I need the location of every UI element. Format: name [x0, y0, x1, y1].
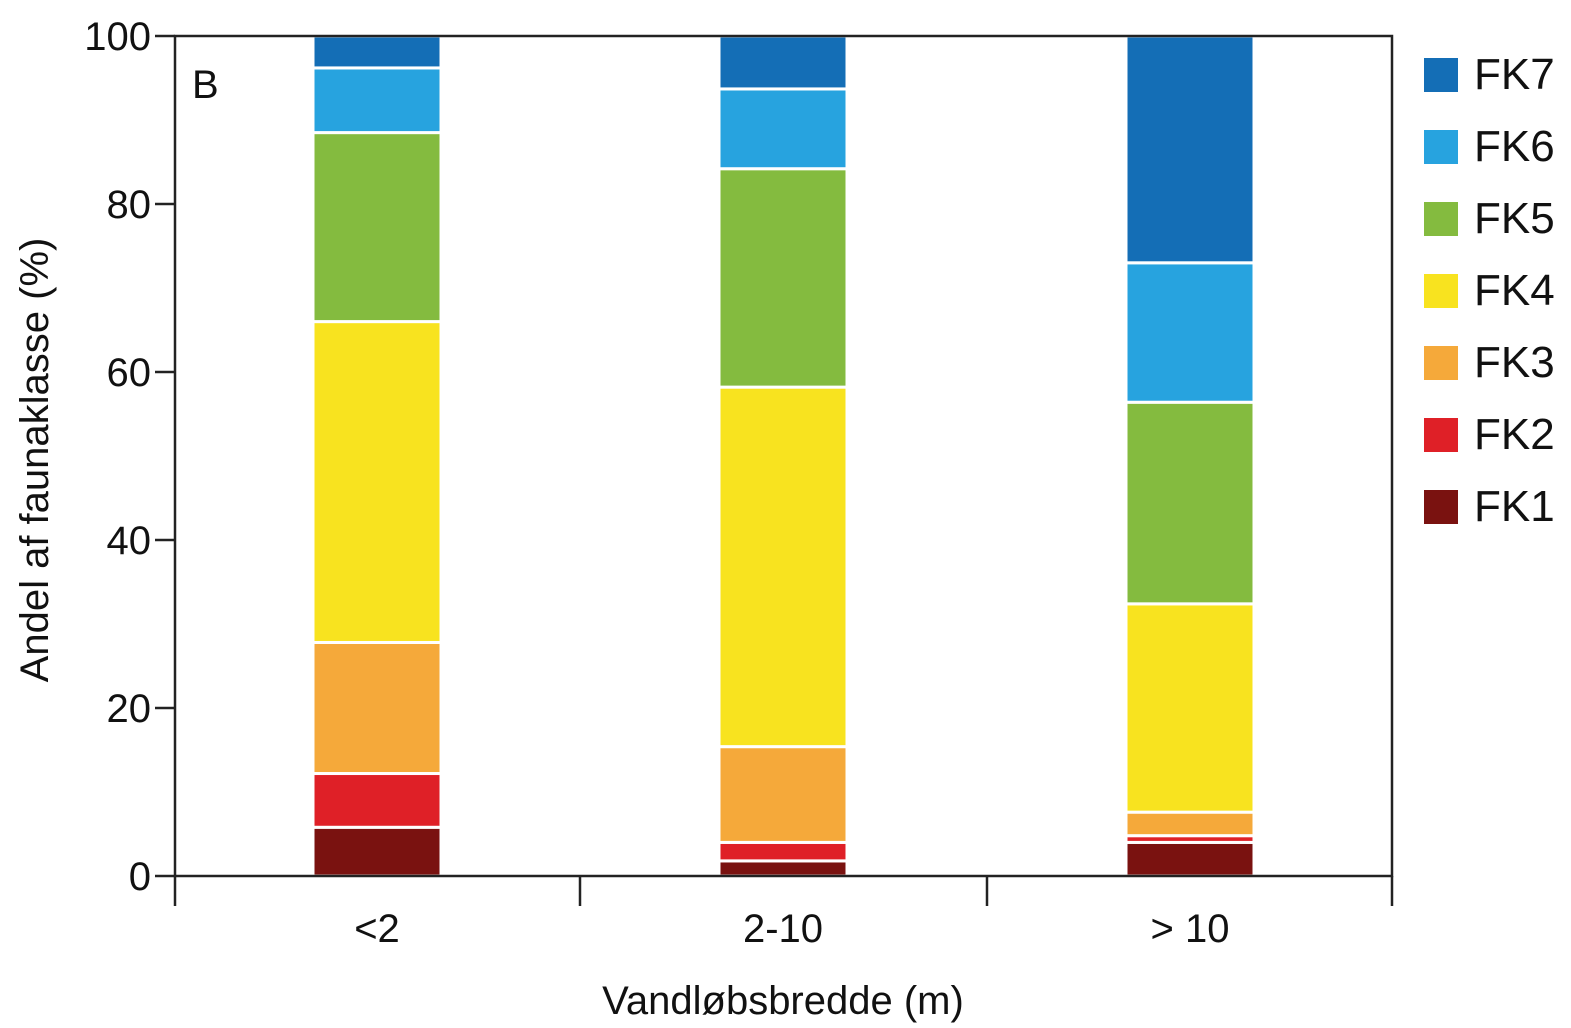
y-axis-title: Andel af faunaklasse (%)	[13, 238, 57, 683]
legend-swatch-fk5	[1424, 202, 1458, 236]
bar-segment-fk2-1	[717, 840, 849, 863]
bar-segment-fk5-2	[1124, 400, 1256, 606]
bar-segment-fk7-2	[1124, 34, 1256, 265]
legend-label-fk1: FK1	[1474, 482, 1555, 531]
legend-swatch-fk7	[1424, 58, 1458, 92]
y-tick-label-0: 0	[129, 855, 151, 899]
legend-label-fk7: FK7	[1474, 50, 1555, 99]
bar-segment-fk7-0	[311, 34, 443, 70]
y-axis: 0 20 40 60 80 100	[84, 15, 175, 899]
y-tick-label-80: 80	[107, 183, 152, 227]
x-tick-label-2: > 10	[1151, 907, 1230, 951]
legend-label-fk2: FK2	[1474, 410, 1555, 459]
x-tick-label-1: 2-10	[743, 907, 823, 951]
legend-swatch-fk6	[1424, 130, 1458, 164]
legend-label-fk4: FK4	[1474, 266, 1555, 315]
bar-segment-fk3-2	[1124, 810, 1256, 838]
bar-segment-fk4-1	[717, 385, 849, 749]
bar-segment-fk1-2	[1124, 840, 1256, 878]
x-axis: <2 2-10 > 10	[173, 876, 1394, 951]
bar-segment-fk4-0	[311, 320, 443, 644]
legend-label-fk5: FK5	[1474, 194, 1555, 243]
bar-segment-fk1-0	[311, 825, 443, 878]
bar-segment-fk1-1	[717, 859, 849, 878]
bars-group	[311, 34, 1256, 878]
bar-segment-fk5-0	[311, 131, 443, 324]
bar-segment-fk2-0	[311, 772, 443, 829]
y-tick-label-40: 40	[107, 519, 152, 563]
y-tick-label-60: 60	[107, 351, 152, 395]
bar-segment-fk5-1	[717, 167, 849, 389]
x-axis-title: Vandløbsbredde (m)	[602, 979, 964, 1023]
legend-swatch-fk4	[1424, 274, 1458, 308]
bar-segment-fk7-1	[717, 34, 849, 91]
x-tick-label-0: <2	[354, 907, 400, 951]
bar-segment-fk3-1	[717, 745, 849, 844]
legend-label-fk6: FK6	[1474, 122, 1555, 171]
bar-segment-fk3-0	[311, 640, 443, 776]
legend-swatch-fk2	[1424, 418, 1458, 452]
legend-swatch-fk1	[1424, 490, 1458, 524]
bar-segment-fk6-1	[717, 87, 849, 171]
bar-segment-fk6-2	[1124, 261, 1256, 404]
legend-swatch-fk3	[1424, 346, 1458, 380]
legend-label-fk3: FK3	[1474, 338, 1555, 387]
y-tick-label-20: 20	[107, 687, 152, 731]
bar-segment-fk6-0	[311, 66, 443, 135]
y-tick-label-100: 100	[84, 15, 151, 59]
plot-frame	[173, 34, 1394, 878]
bar-segment-fk4-2	[1124, 602, 1256, 814]
legend: FK7 FK6 FK5 FK4 FK3 FK2 FK1	[1424, 50, 1555, 531]
panel-label: B	[192, 63, 219, 107]
